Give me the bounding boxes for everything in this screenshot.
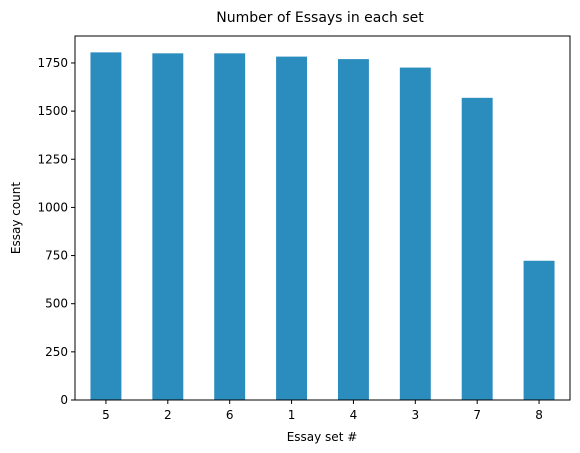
bar-set-1 (276, 56, 308, 400)
y-tick-label: 1250 (37, 152, 68, 166)
y-tick-label: 750 (45, 249, 68, 263)
x-tick-label: 3 (411, 408, 419, 422)
x-axis: 5 2 6 1 4 3 7 8 (102, 400, 543, 422)
bar-set-3 (399, 67, 431, 401)
x-tick-label: 4 (350, 408, 358, 422)
y-axis: 0 250 500 750 1000 1250 1500 1750 (37, 56, 75, 407)
x-tick-label: 5 (102, 408, 110, 422)
bar-set-8 (523, 260, 555, 400)
bar-set-5 (90, 52, 122, 401)
plot-frame (74, 35, 571, 401)
y-tick-label: 1500 (37, 104, 68, 118)
chart-title: Number of Essays in each set (216, 10, 424, 26)
y-axis-label: Essay count (9, 182, 23, 255)
y-tick-label: 1000 (37, 200, 68, 214)
x-tick-label: 1 (288, 408, 296, 422)
bar-set-7 (461, 97, 493, 401)
x-axis-label: Essay set # (287, 430, 358, 444)
bars-group (90, 52, 555, 401)
x-tick-label: 7 (473, 408, 481, 422)
y-tick-label: 0 (60, 393, 68, 407)
y-tick-label: 500 (45, 297, 68, 311)
x-tick-label: 2 (164, 408, 172, 422)
bar-set-4 (337, 59, 369, 400)
x-tick-label: 8 (535, 408, 543, 422)
bar-set-6 (214, 53, 246, 400)
y-tick-label: 1750 (37, 56, 68, 70)
y-tick-label: 250 (45, 345, 68, 359)
bar-set-2 (152, 53, 184, 400)
x-tick-label: 6 (226, 408, 234, 422)
